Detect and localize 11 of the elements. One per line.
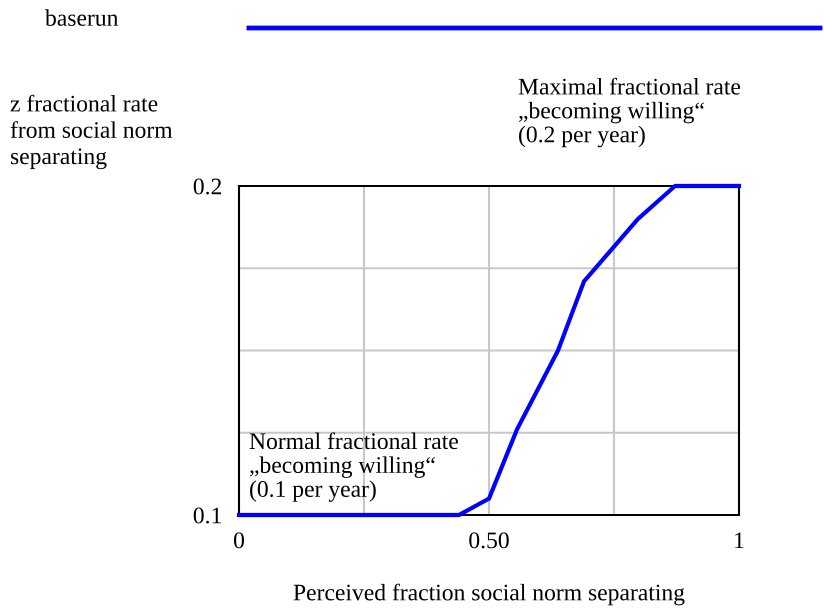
y-tick-label: 0.1 bbox=[194, 507, 221, 524]
text: Maximal fractional rate „becoming willing“ (0.2 per year) bbox=[518, 78, 740, 148]
y-axis-title: z fractional rate from social norm separating bbox=[10, 94, 172, 170]
text: baserun bbox=[45, 9, 118, 26]
x-tick-label: 1 bbox=[735, 532, 744, 548]
line-series bbox=[236, 184, 742, 518]
y-tick-label: 0.2 bbox=[194, 178, 222, 195]
x-tick-label: 0.50 bbox=[469, 532, 509, 548]
x-tick-label: 0 bbox=[234, 532, 244, 548]
x-axis-title: Perceived fraction social norm separating bbox=[294, 584, 685, 606]
annotation: Normal fractional rate „becoming willing“ (0.1 per year) bbox=[250, 432, 458, 502]
